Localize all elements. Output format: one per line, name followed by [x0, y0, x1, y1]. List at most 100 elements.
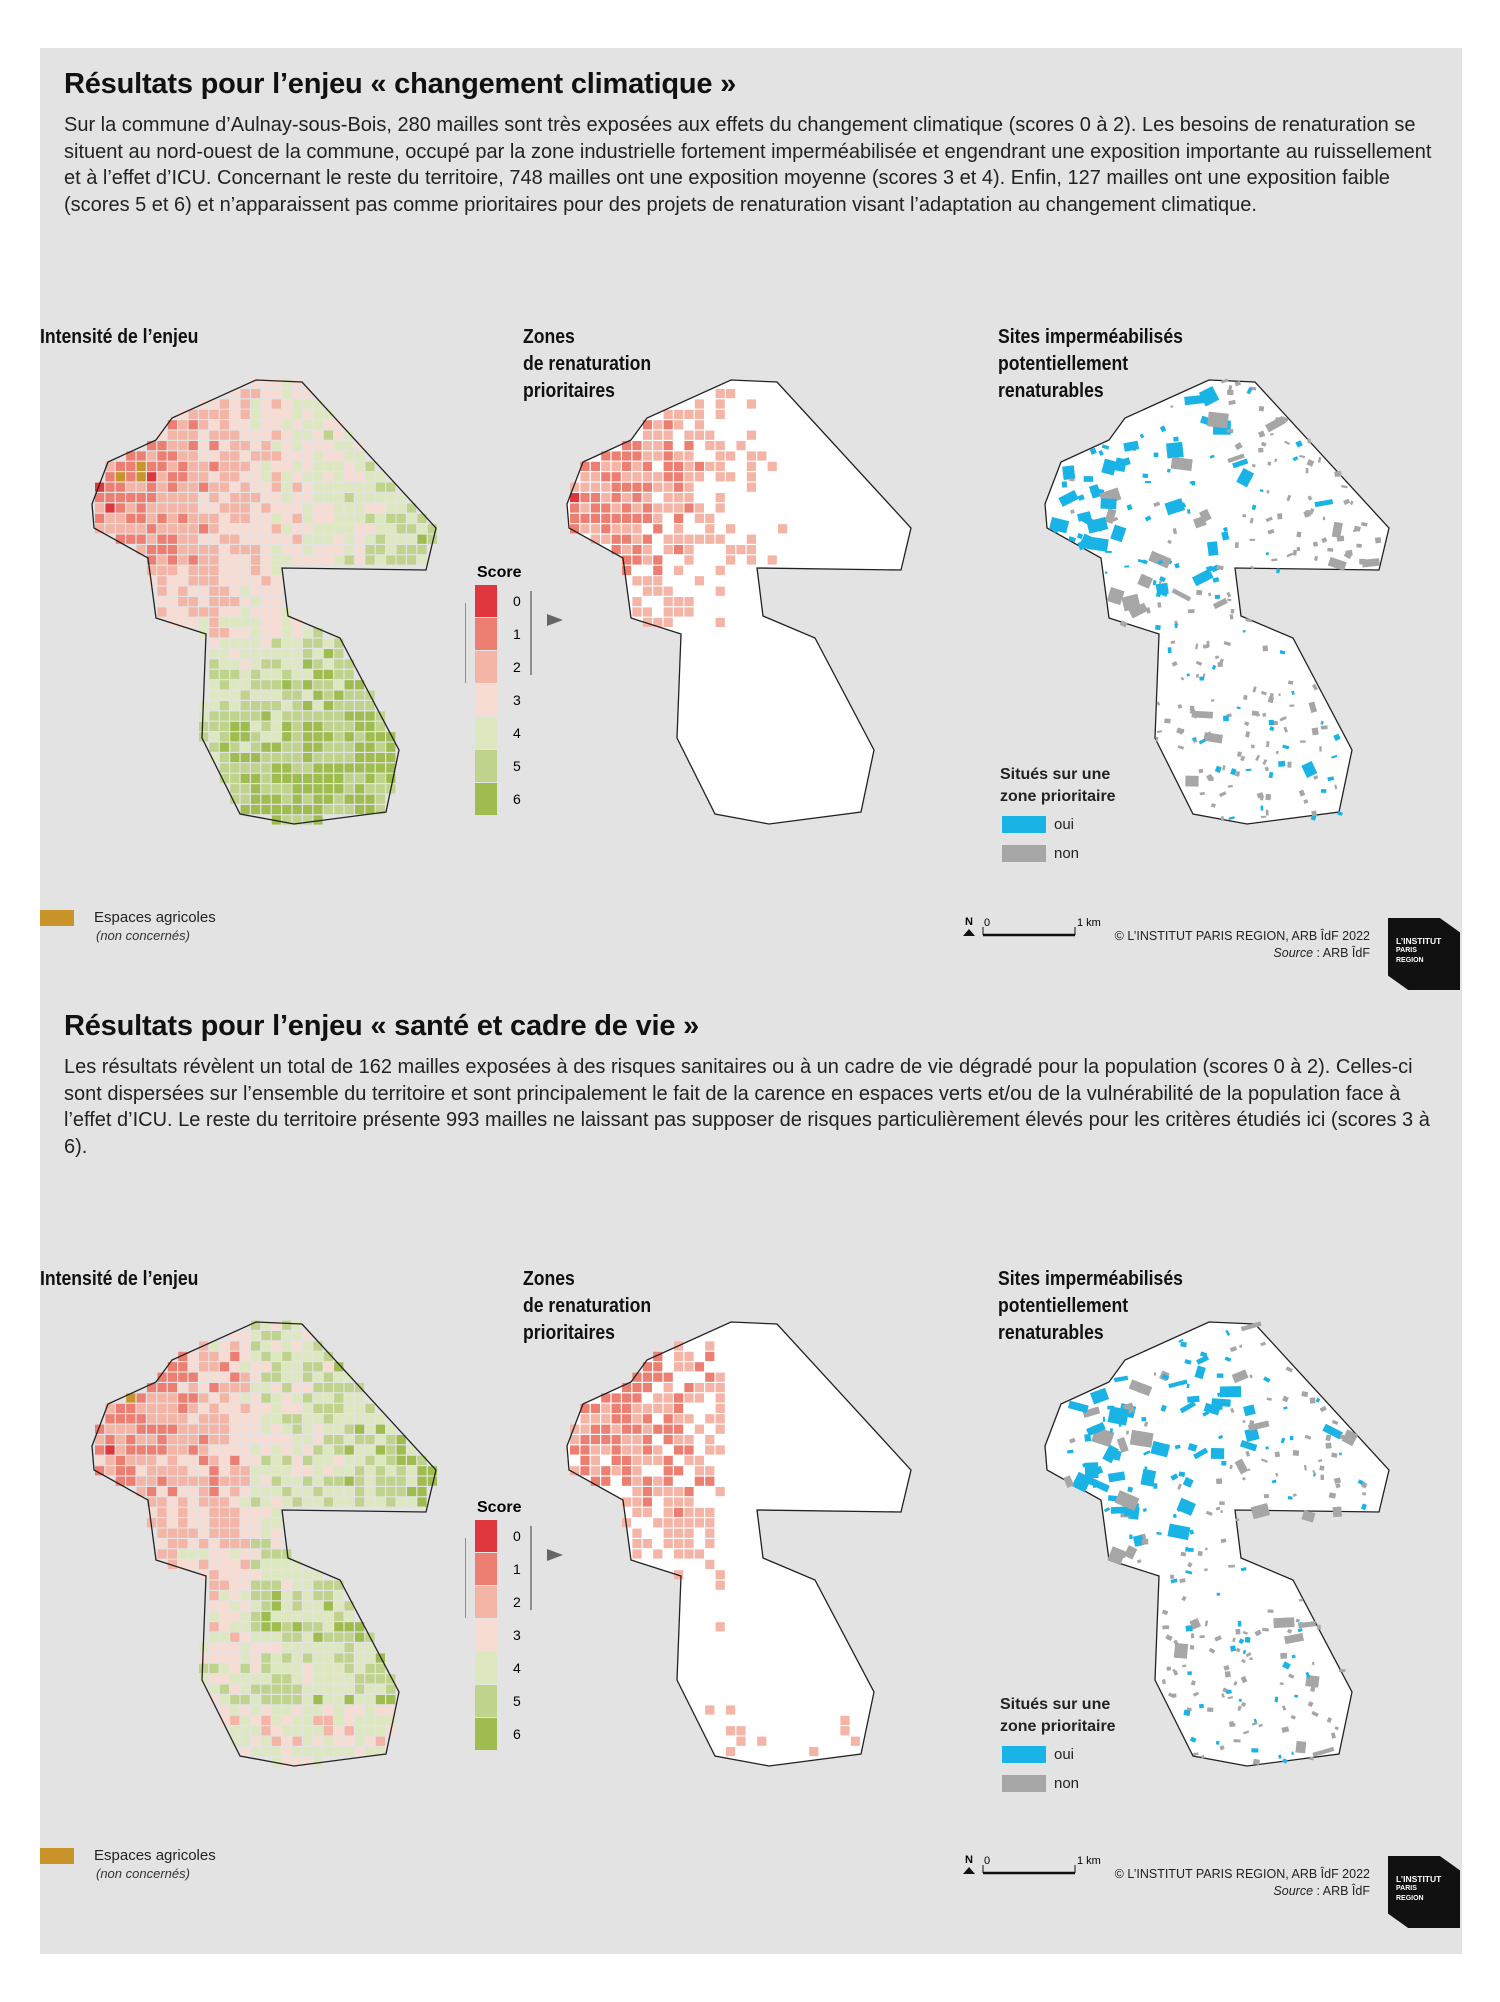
section-body: Sur la commune d’Aulnay-sous-Bois, 280 m…: [64, 114, 1432, 216]
grid-cell: [303, 1393, 313, 1403]
grid-cell: [694, 1424, 704, 1434]
grid-cell: [334, 1466, 344, 1476]
grid-cell: [313, 1632, 323, 1642]
score-swatch-2: [475, 1586, 497, 1618]
grid-cell: [157, 1549, 167, 1559]
grid-cell: [375, 513, 385, 523]
map-title-sites: Sites imperméabilisés potentiellement re…: [998, 1268, 1183, 1344]
site-shape: [1228, 385, 1233, 391]
grid-cell: [292, 472, 302, 482]
site-shape: [1169, 1574, 1175, 1579]
grid-cell: [282, 680, 292, 690]
grid-cell: [601, 461, 611, 471]
grid-cell: [323, 690, 333, 700]
site-shape: [1267, 1609, 1274, 1613]
grid-cell: [715, 586, 725, 596]
institut-logo: L’INSTITUT PARIS REGION: [1388, 918, 1460, 990]
grid-cell: [147, 1383, 157, 1393]
grid-cell: [303, 430, 313, 440]
grid-cell: [726, 524, 736, 534]
grid-cell: [157, 1424, 167, 1434]
site-shape: [1262, 712, 1267, 717]
grid-cell: [261, 534, 271, 544]
site-shape: [1227, 453, 1245, 464]
grid-cell: [261, 461, 271, 471]
grid-cell: [219, 1497, 229, 1507]
site-shape: [1178, 1471, 1186, 1478]
grid-cell: [126, 461, 136, 471]
grid-cell: [705, 1414, 715, 1424]
grid-cell: [375, 503, 385, 513]
grid-cell: [580, 1466, 590, 1476]
grid-cell: [209, 1695, 219, 1705]
site-shape: [1317, 456, 1322, 463]
grid-cell: [271, 805, 281, 815]
grid-cell: [167, 1497, 177, 1507]
grid-cell: [167, 1372, 177, 1382]
score-label-6: 6: [513, 1726, 521, 1742]
site-shape: [1279, 650, 1286, 655]
grid-cell: [240, 1653, 250, 1663]
grid-cell: [167, 555, 177, 565]
grid-cell: [303, 1435, 313, 1445]
grid-cell: [261, 482, 271, 492]
grid-cell: [209, 1383, 219, 1393]
grid-cell: [282, 721, 292, 731]
site-shape: [1264, 766, 1270, 772]
site-shape: [1189, 1529, 1195, 1535]
grid-cell: [622, 1466, 632, 1476]
grid-cell: [105, 1435, 115, 1445]
grid-cell: [642, 472, 652, 482]
grid-cell: [251, 1372, 261, 1382]
grid-cell: [355, 1695, 365, 1705]
grid-cell: [323, 1362, 333, 1372]
grid-cell: [323, 1726, 333, 1736]
grid-cell: [209, 1341, 219, 1351]
grid-cell: [705, 1507, 715, 1517]
grid-cell: [292, 1591, 302, 1601]
grid-cell: [601, 451, 611, 461]
grid-cell: [746, 451, 756, 461]
grid-cell: [199, 493, 209, 503]
grid-cell: [251, 1684, 261, 1694]
grid-cell: [271, 763, 281, 773]
grid-cell: [580, 482, 590, 492]
grid-cell: [642, 1383, 652, 1393]
grid-cell: [386, 1684, 396, 1694]
grid-cell: [292, 1663, 302, 1673]
grid-cell: [601, 1445, 611, 1455]
grid-cell: [642, 1455, 652, 1465]
site-shape: [1102, 1416, 1105, 1422]
grid-cell: [292, 1726, 302, 1736]
grid-cell: [261, 773, 271, 783]
site-shape: [1208, 592, 1212, 597]
site-shape: [1242, 1419, 1246, 1424]
grid-cell: [157, 607, 167, 617]
grid-cell: [209, 721, 219, 731]
grid-cell: [334, 742, 344, 752]
grid-cell: [251, 1736, 261, 1746]
grid-cell: [178, 493, 188, 503]
grid-cell: [407, 513, 417, 523]
site-shape: [1230, 608, 1235, 614]
grid-cell: [653, 1476, 663, 1486]
grid-cell: [251, 1653, 261, 1663]
grid-cell: [136, 482, 146, 492]
site-shape: [1252, 686, 1257, 693]
grid-cell: [622, 1445, 632, 1455]
grid-cell: [375, 1476, 385, 1486]
grid-cell: [188, 1372, 198, 1382]
grid-cell: [240, 721, 250, 731]
grid-cell: [313, 669, 323, 679]
grid-cell: [365, 1403, 375, 1413]
site-shape: [1174, 562, 1180, 569]
site-shape: [1235, 1628, 1241, 1635]
site-shape: [1210, 699, 1215, 702]
grid-cell: [642, 1507, 652, 1517]
grid-cell: [303, 1580, 313, 1590]
site-shape: [1312, 541, 1319, 547]
site-shape: [1359, 558, 1366, 565]
grid-cell: [251, 399, 261, 409]
grid-cell: [240, 607, 250, 617]
grid-cell: [355, 493, 365, 503]
